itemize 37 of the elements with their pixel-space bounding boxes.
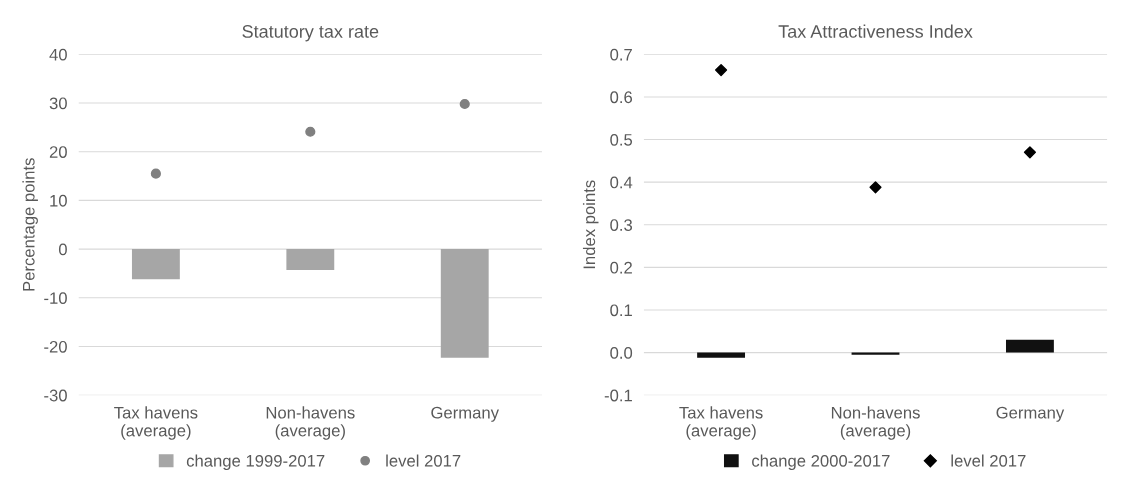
- point: [1023, 146, 1037, 159]
- y-tick-label: 0.3: [610, 219, 633, 231]
- point: [150, 168, 161, 179]
- point: [305, 126, 316, 137]
- legend-label: level 2017: [386, 454, 461, 467]
- y-tick-label: 0.2: [610, 261, 632, 274]
- y-tick-label: -20: [44, 340, 67, 353]
- y-tick-label: 10: [50, 194, 67, 207]
- x-tick-label: Non-havens (average): [266, 406, 355, 440]
- y-tick-label: -10: [44, 292, 67, 305]
- y-tick-label: 40: [49, 48, 67, 61]
- y-tick-label: 0.7: [610, 48, 632, 61]
- point: [459, 98, 470, 110]
- y-axis-title: Percentage points: [22, 158, 38, 291]
- point: [715, 64, 728, 77]
- y-tick-label: 0: [58, 243, 67, 256]
- y-tick-label: 0.4: [610, 176, 633, 189]
- legend-label: change 2000-2017: [752, 454, 890, 471]
- y-tick-label: 30: [49, 97, 67, 110]
- x-tick-label: Germany: [996, 406, 1065, 422]
- y-axis-title: Index points: [582, 180, 599, 269]
- y-tick-label: 0.5: [610, 133, 633, 146]
- x-tick-label: Tax havens (average): [679, 406, 763, 440]
- x-tick-label: Non-havens (average): [831, 406, 920, 440]
- x-tick-label: Tax havens (average): [114, 406, 198, 440]
- y-tick-label: 0.0: [610, 346, 633, 359]
- y-tick-label: -30: [44, 389, 67, 402]
- chart-title: Tax Attractiveness Index: [778, 24, 973, 38]
- x-tick-label: Germany: [431, 406, 499, 422]
- legend-label: change 1999-2017: [186, 454, 325, 471]
- chart-title: Statutory tax rate: [242, 25, 379, 42]
- y-tick-label: 0.1: [610, 304, 632, 317]
- y-tick-label: 20: [49, 146, 67, 158]
- legend-label: level 2017: [951, 454, 1026, 467]
- y-tick-label: 0.6: [610, 91, 633, 104]
- point: [869, 181, 882, 194]
- y-tick-label: -0.1: [604, 389, 632, 402]
